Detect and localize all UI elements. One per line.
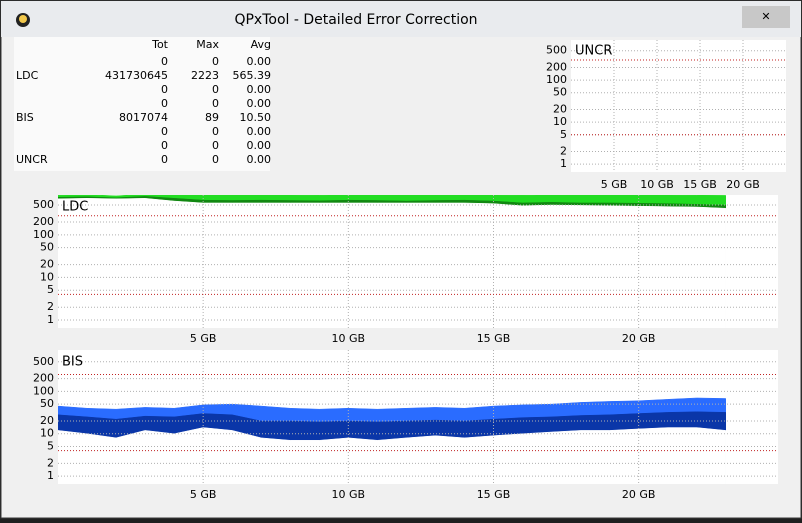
y-tick-label: 5 xyxy=(560,128,567,141)
y-tick-label: 200 xyxy=(546,60,567,73)
y-tick-label: 1 xyxy=(47,313,54,326)
series-area xyxy=(58,427,726,484)
table-cell: 0 xyxy=(212,83,219,96)
row-label: BIS xyxy=(16,111,34,124)
close-icon[interactable]: ✕ xyxy=(761,10,770,23)
title-bar xyxy=(1,1,801,37)
table-cell: 431730645 xyxy=(105,69,168,82)
table-cell: 0 xyxy=(212,139,219,152)
y-tick-label: 100 xyxy=(33,384,54,397)
table-cell: 0 xyxy=(212,153,219,166)
table-cell: 0 xyxy=(212,55,219,68)
table-cell: 0.00 xyxy=(247,83,272,96)
y-tick-label: 20 xyxy=(40,414,54,427)
row-label: UNCR xyxy=(16,153,48,166)
row-label: LDC xyxy=(16,69,39,82)
y-tick-label: 200 xyxy=(33,215,54,228)
table-cell: 0.00 xyxy=(247,153,272,166)
app-icon-inner xyxy=(19,15,27,23)
y-tick-label: 1 xyxy=(47,469,54,482)
x-tick-label: 10 GB xyxy=(332,332,366,345)
series-area xyxy=(58,198,726,328)
plot-area xyxy=(571,40,786,172)
window-title: QPxTool - Detailed Error Correction xyxy=(234,12,477,28)
chart-title: UNCR xyxy=(575,44,612,59)
y-tick-label: 5 xyxy=(47,439,54,452)
table-cell: 10.50 xyxy=(240,111,272,124)
table-cell: 89 xyxy=(205,111,219,124)
table-cell: 0.00 xyxy=(247,55,272,68)
y-tick-label: 50 xyxy=(40,397,54,410)
chart-title: LDC xyxy=(62,200,88,215)
y-tick-label: 20 xyxy=(553,102,567,115)
y-tick-label: 10 xyxy=(40,427,54,440)
table-cell: 0 xyxy=(161,55,168,68)
x-tick-label: 10 GB xyxy=(640,178,674,191)
x-tick-label: 5 GB xyxy=(601,178,628,191)
table-cell: 8017074 xyxy=(119,111,168,124)
table-cell: 2223 xyxy=(191,69,219,82)
y-tick-label: 100 xyxy=(546,73,567,86)
x-tick-label: 10 GB xyxy=(332,488,366,501)
y-tick-label: 200 xyxy=(33,372,54,385)
table-cell: 0 xyxy=(161,153,168,166)
table-cell: 0.00 xyxy=(247,125,272,138)
table-cell: 0 xyxy=(161,83,168,96)
y-tick-label: 10 xyxy=(553,115,567,128)
table-cell: 565.39 xyxy=(233,69,272,82)
y-tick-label: 10 xyxy=(40,270,54,283)
x-tick-label: 20 GB xyxy=(726,178,760,191)
table-cell: 0.00 xyxy=(247,139,272,152)
y-tick-label: 5 xyxy=(47,283,54,296)
table-cell: 0 xyxy=(161,97,168,110)
table-header: Tot xyxy=(151,38,169,51)
x-tick-label: 15 GB xyxy=(477,488,511,501)
x-tick-label: 5 GB xyxy=(190,332,217,345)
y-tick-label: 2 xyxy=(560,144,567,157)
close-button[interactable] xyxy=(742,6,790,28)
table-cell: 0 xyxy=(212,125,219,138)
y-tick-label: 2 xyxy=(47,300,54,313)
x-tick-label: 20 GB xyxy=(622,332,656,345)
y-tick-label: 20 xyxy=(40,258,54,271)
y-tick-label: 1 xyxy=(560,157,567,170)
chart-title: BIS xyxy=(62,355,83,370)
x-tick-label: 15 GB xyxy=(683,178,717,191)
y-tick-label: 500 xyxy=(546,44,567,57)
y-tick-label: 500 xyxy=(33,198,54,211)
table-cell: 0.00 xyxy=(247,97,272,110)
y-tick-label: 2 xyxy=(47,456,54,469)
table-cell: 0 xyxy=(161,125,168,138)
table-cell: 0 xyxy=(212,97,219,110)
y-tick-label: 100 xyxy=(33,228,54,241)
y-tick-label: 500 xyxy=(33,355,54,368)
stats-panel xyxy=(14,37,270,171)
table-cell: 0 xyxy=(161,139,168,152)
x-tick-label: 15 GB xyxy=(477,332,511,345)
x-tick-label: 5 GB xyxy=(190,488,217,501)
y-tick-label: 50 xyxy=(553,86,567,99)
x-tick-label: 20 GB xyxy=(622,488,656,501)
y-tick-label: 50 xyxy=(40,241,54,254)
table-header: Avg xyxy=(251,38,271,51)
table-header: Max xyxy=(196,38,219,51)
